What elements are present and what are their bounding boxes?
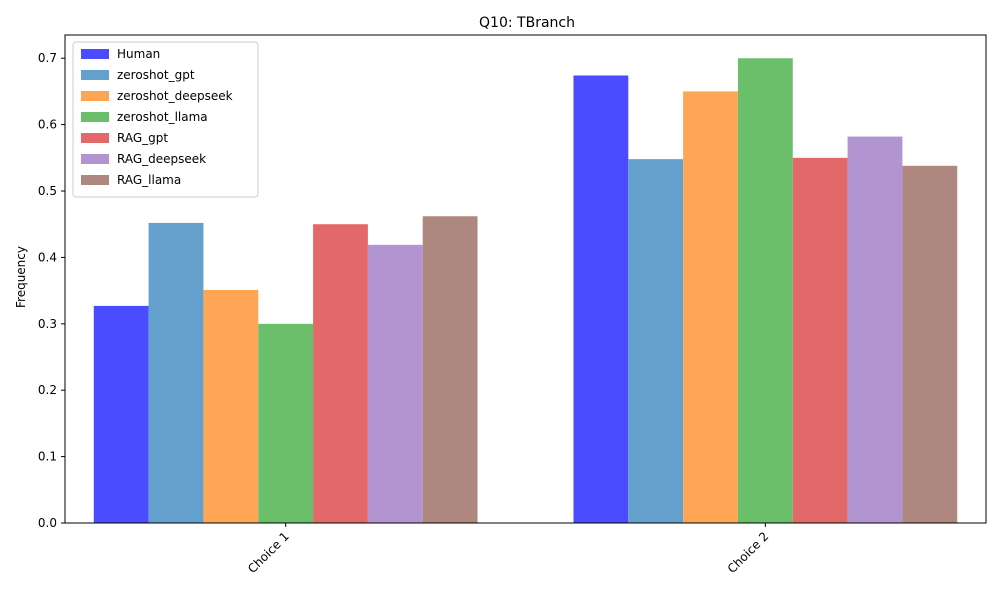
legend-swatch-Human [81, 49, 109, 59]
bar-RAG_deepseek-choice-1 [367, 244, 423, 523]
bar-zeroshot_gpt-choice-2 [628, 159, 684, 523]
legend-swatch-zeroshot_llama [81, 112, 109, 122]
legend-swatch-zeroshot_gpt [81, 70, 109, 80]
bars-group [93, 58, 958, 524]
legend-frame [72, 41, 259, 198]
bar-zeroshot_deepseek-choice-1 [203, 289, 259, 523]
legend-label-RAG_gpt: RAG_gpt [117, 131, 168, 145]
x-tick-label: Choice 1 [245, 529, 292, 576]
legend: Human zeroshot_gpt zeroshot_deepseekzerosh… [72, 41, 259, 198]
legend-label-RAG_deepseek: RAG_deepseek [117, 152, 206, 166]
y-axis-label: Frequency [14, 246, 28, 308]
y-tick-label: 0.7 [38, 51, 57, 65]
y-tick-label: 0.2 [38, 383, 57, 397]
y-axis: 0.0 0.1 0.2 0.3 0.4 0.5 0.6 0.7 [38, 51, 65, 530]
bar-RAG_deepseek-choice-2 [847, 136, 903, 523]
legend-swatch-zeroshot_deepseek [81, 91, 109, 101]
bar-zeroshot_llama-choice-1 [258, 323, 314, 523]
bar-RAG_llama-choice-1 [422, 216, 478, 523]
legend-label-RAG_llama: RAG_llama [117, 173, 181, 187]
y-tick-label: 0.3 [38, 317, 57, 331]
bar-Human-choice-2 [573, 75, 629, 523]
x-tick-label: Choice 2 [725, 529, 772, 576]
bar-zeroshot_gpt-choice-1 [148, 222, 204, 523]
legend-swatch-RAG_gpt [81, 133, 109, 143]
y-tick-label: 0.6 [38, 118, 57, 132]
legend-swatch-RAG_llama [81, 175, 109, 185]
bar-zeroshot_deepseek-choice-2 [683, 91, 738, 523]
legend-label-zeroshot_gpt: zeroshot_gpt [117, 68, 195, 82]
legend-swatch-RAG_deepseek [81, 154, 109, 164]
bar-zeroshot_llama-choice-2 [737, 58, 793, 524]
y-tick-label: 0.1 [38, 450, 57, 464]
bar-RAG_gpt-choice-2 [792, 157, 848, 523]
plot-frame [64, 34, 987, 524]
y-tick-label: 0.4 [38, 250, 57, 264]
legend-label-Human: Human [117, 47, 160, 61]
y-tick-label: 0.5 [38, 184, 57, 198]
chart-title: Q10: TBranch [479, 15, 575, 31]
bar-RAG_llama-choice-2 [902, 165, 958, 524]
legend-label-zeroshot_deepseek: zeroshot_deepseek [117, 89, 233, 103]
bar-RAG_gpt-choice-1 [313, 224, 368, 523]
legend-label-zeroshot_llama: zeroshot_llama [117, 110, 208, 124]
x-axis: Choice 1 Choice 2 [245, 523, 771, 576]
y-tick-label: 0.0 [38, 516, 57, 530]
bar-Human-choice-1 [93, 305, 149, 523]
